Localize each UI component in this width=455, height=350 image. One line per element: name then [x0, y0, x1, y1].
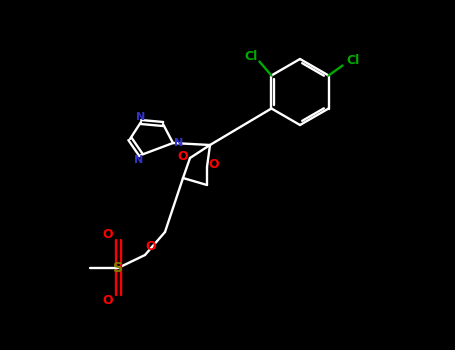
Text: S: S [113, 261, 123, 275]
Text: O: O [146, 240, 157, 253]
Text: O: O [103, 228, 113, 240]
Text: O: O [103, 294, 113, 308]
Text: O: O [178, 149, 188, 162]
Text: N: N [134, 155, 144, 165]
Text: Cl: Cl [245, 50, 258, 63]
Text: N: N [174, 138, 184, 148]
Text: N: N [136, 112, 146, 122]
Text: O: O [209, 159, 219, 172]
Text: Cl: Cl [346, 54, 359, 67]
